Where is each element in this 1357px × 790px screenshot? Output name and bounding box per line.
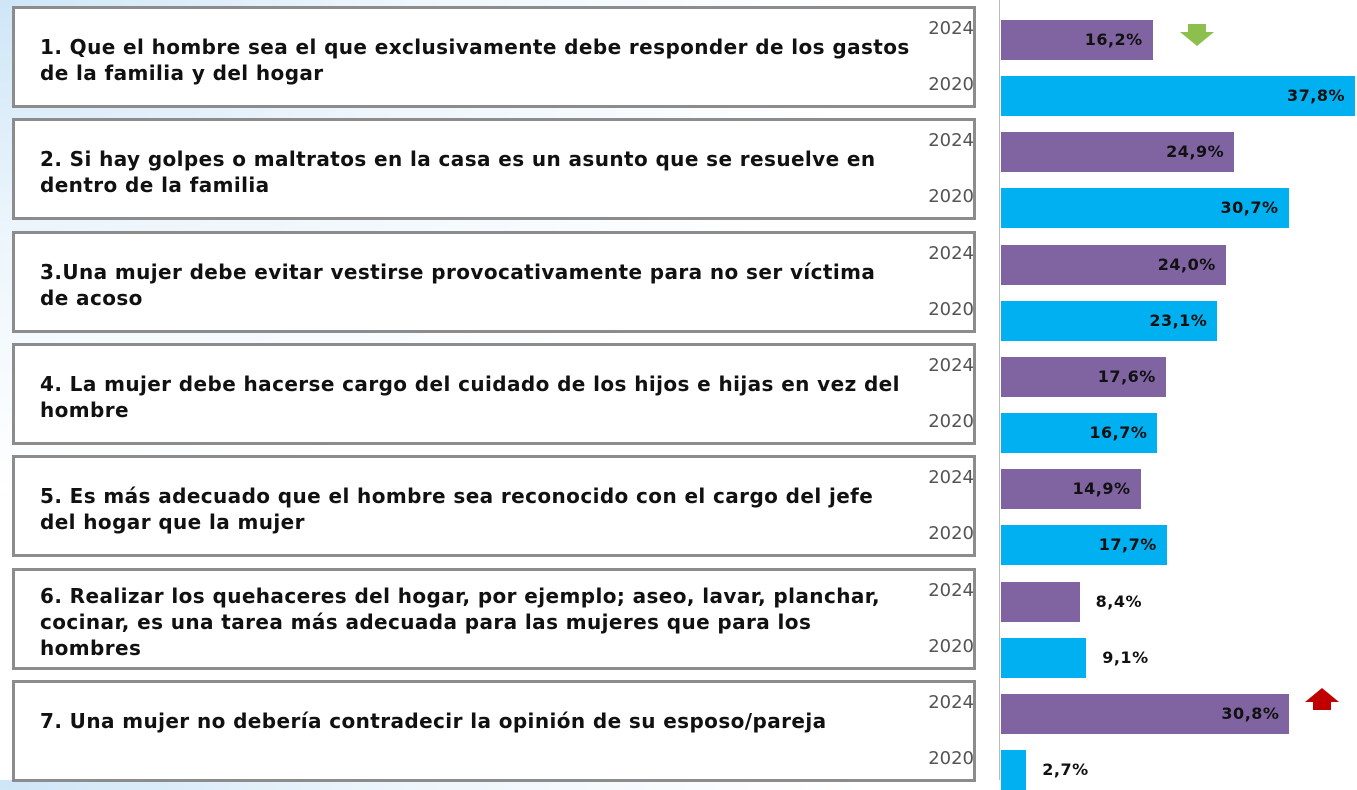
category-label: 7. Una mujer no debería contradecir la o…	[40, 708, 827, 733]
value-label: 23,1%	[1149, 310, 1208, 330]
bar	[1001, 20, 1153, 60]
category-box	[12, 455, 976, 558]
value-label: 24,9%	[1166, 142, 1225, 162]
value-label: 37,8%	[1286, 86, 1345, 105]
bar	[1001, 132, 1235, 173]
series-label: 2020	[928, 635, 974, 657]
bar	[1001, 76, 1355, 116]
category-box	[12, 230, 976, 333]
value-label: 16,7%	[1089, 422, 1148, 442]
series-label: 2020	[928, 298, 974, 320]
value-label: 2,7%	[1042, 759, 1089, 779]
category-label: 3.Una mujer debe evitar vestirse provoca…	[40, 259, 876, 310]
value-label: 9,1%	[1102, 647, 1149, 667]
bar	[1001, 693, 1290, 734]
bar	[1001, 525, 1167, 566]
bar	[1001, 749, 1027, 790]
bar	[1001, 412, 1158, 453]
series-label: 2024	[928, 579, 974, 601]
category-box	[12, 342, 976, 445]
axis-line	[999, 0, 1000, 780]
series-label: 2020	[928, 186, 974, 208]
down-arrow	[1180, 24, 1214, 46]
series-label: 2020	[928, 410, 974, 432]
bar	[1001, 581, 1080, 622]
bar	[1001, 356, 1166, 397]
value-label: 14,9%	[1072, 479, 1131, 499]
category-label: 5. Es más adecuado que el hombre sea rec…	[40, 484, 874, 535]
bar	[1001, 244, 1226, 285]
series-label: 2024	[928, 18, 974, 39]
series-label: 2024	[928, 691, 974, 713]
series-label: 2024	[928, 467, 974, 489]
value-label: 30,8%	[1221, 703, 1280, 723]
category-label: 4. La mujer debe hacerse cargo del cuida…	[40, 371, 900, 422]
category-label: 1. Que el hombre sea el que exclusivamen…	[40, 35, 910, 85]
category-box	[12, 567, 976, 670]
series-label: 2020	[928, 74, 974, 95]
value-label: 30,7%	[1220, 198, 1279, 218]
bar	[1001, 637, 1087, 678]
category-label: 6. Realizar los quehaceres del hogar, po…	[40, 583, 881, 660]
category-label: 2. Si hay golpes o maltratos en la casa …	[40, 147, 876, 198]
category-box	[12, 118, 976, 221]
value-label: 17,6%	[1097, 366, 1156, 386]
bar	[1001, 469, 1141, 510]
bar	[1001, 188, 1289, 229]
value-label: 24,0%	[1157, 254, 1216, 274]
value-label: 16,2%	[1084, 30, 1143, 49]
series-label: 2020	[928, 747, 974, 769]
up-arrow	[1305, 688, 1339, 710]
series-label: 2024	[928, 354, 974, 376]
bar	[1001, 300, 1218, 341]
value-label: 8,4%	[1095, 591, 1143, 611]
series-label: 2024	[928, 130, 974, 152]
category-box	[12, 6, 976, 108]
series-label: 2020	[928, 523, 974, 545]
series-label: 2024	[928, 242, 974, 264]
value-label: 17,7%	[1098, 535, 1157, 555]
